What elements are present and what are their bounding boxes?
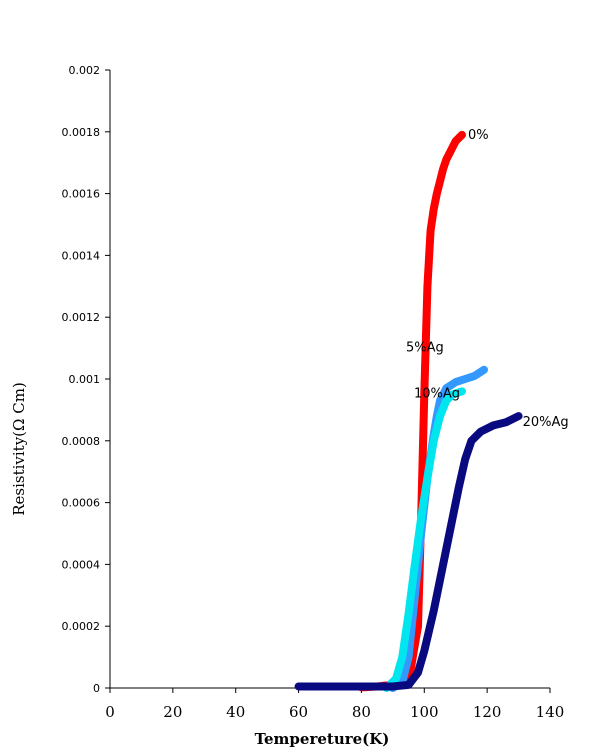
y-tick-label: 0.0018 (62, 126, 101, 139)
y-tick-label: 0.001 (69, 373, 101, 386)
y-tick-label: 0 (93, 682, 100, 695)
y-tick-label: 0.0006 (62, 497, 101, 510)
tick-labels: 0 0.0002 0.0004 0.0006 0.0008 0.001 0.0012 0.00… (62, 64, 565, 721)
x-tick-label: 80 (352, 703, 371, 721)
series-line-3 (382, 387, 466, 692)
y-axis-label: Resistivity(Ω Cm) (10, 382, 28, 516)
x-tick-label: 60 (289, 703, 308, 721)
x-tick-label: 0 (105, 703, 115, 721)
series-label-2: 5%Ag (406, 341, 444, 356)
y-tick-label: 0.0014 (62, 249, 101, 262)
y-tick-label: 0.0004 (62, 558, 101, 571)
x-tick-label: 20 (163, 703, 182, 721)
axes (105, 69, 551, 693)
series-lines (294, 130, 523, 692)
y-tick-label: 0.0002 (62, 620, 101, 633)
x-axis-label: Tempereture(K) (255, 730, 390, 748)
y-tick-label: 0.0008 (62, 435, 101, 448)
series-label-4: 20%Ag (523, 415, 569, 430)
x-tick-label: 120 (473, 703, 502, 721)
x-tick-label: 100 (410, 703, 439, 721)
y-tick-label: 0.0012 (62, 311, 101, 324)
y-tick-label: 0.002 (69, 64, 101, 77)
series-label-3: 10%Ag (414, 386, 460, 401)
series-line-4 (294, 412, 523, 691)
series-labels: 0% 5%Ag 10%Ag 20%Ag (406, 128, 569, 430)
x-tick-label: 40 (226, 703, 245, 721)
series-label-1: 0% (468, 128, 489, 143)
x-tick-label: 140 (536, 703, 565, 721)
y-tick-label: 0.0016 (62, 188, 101, 201)
